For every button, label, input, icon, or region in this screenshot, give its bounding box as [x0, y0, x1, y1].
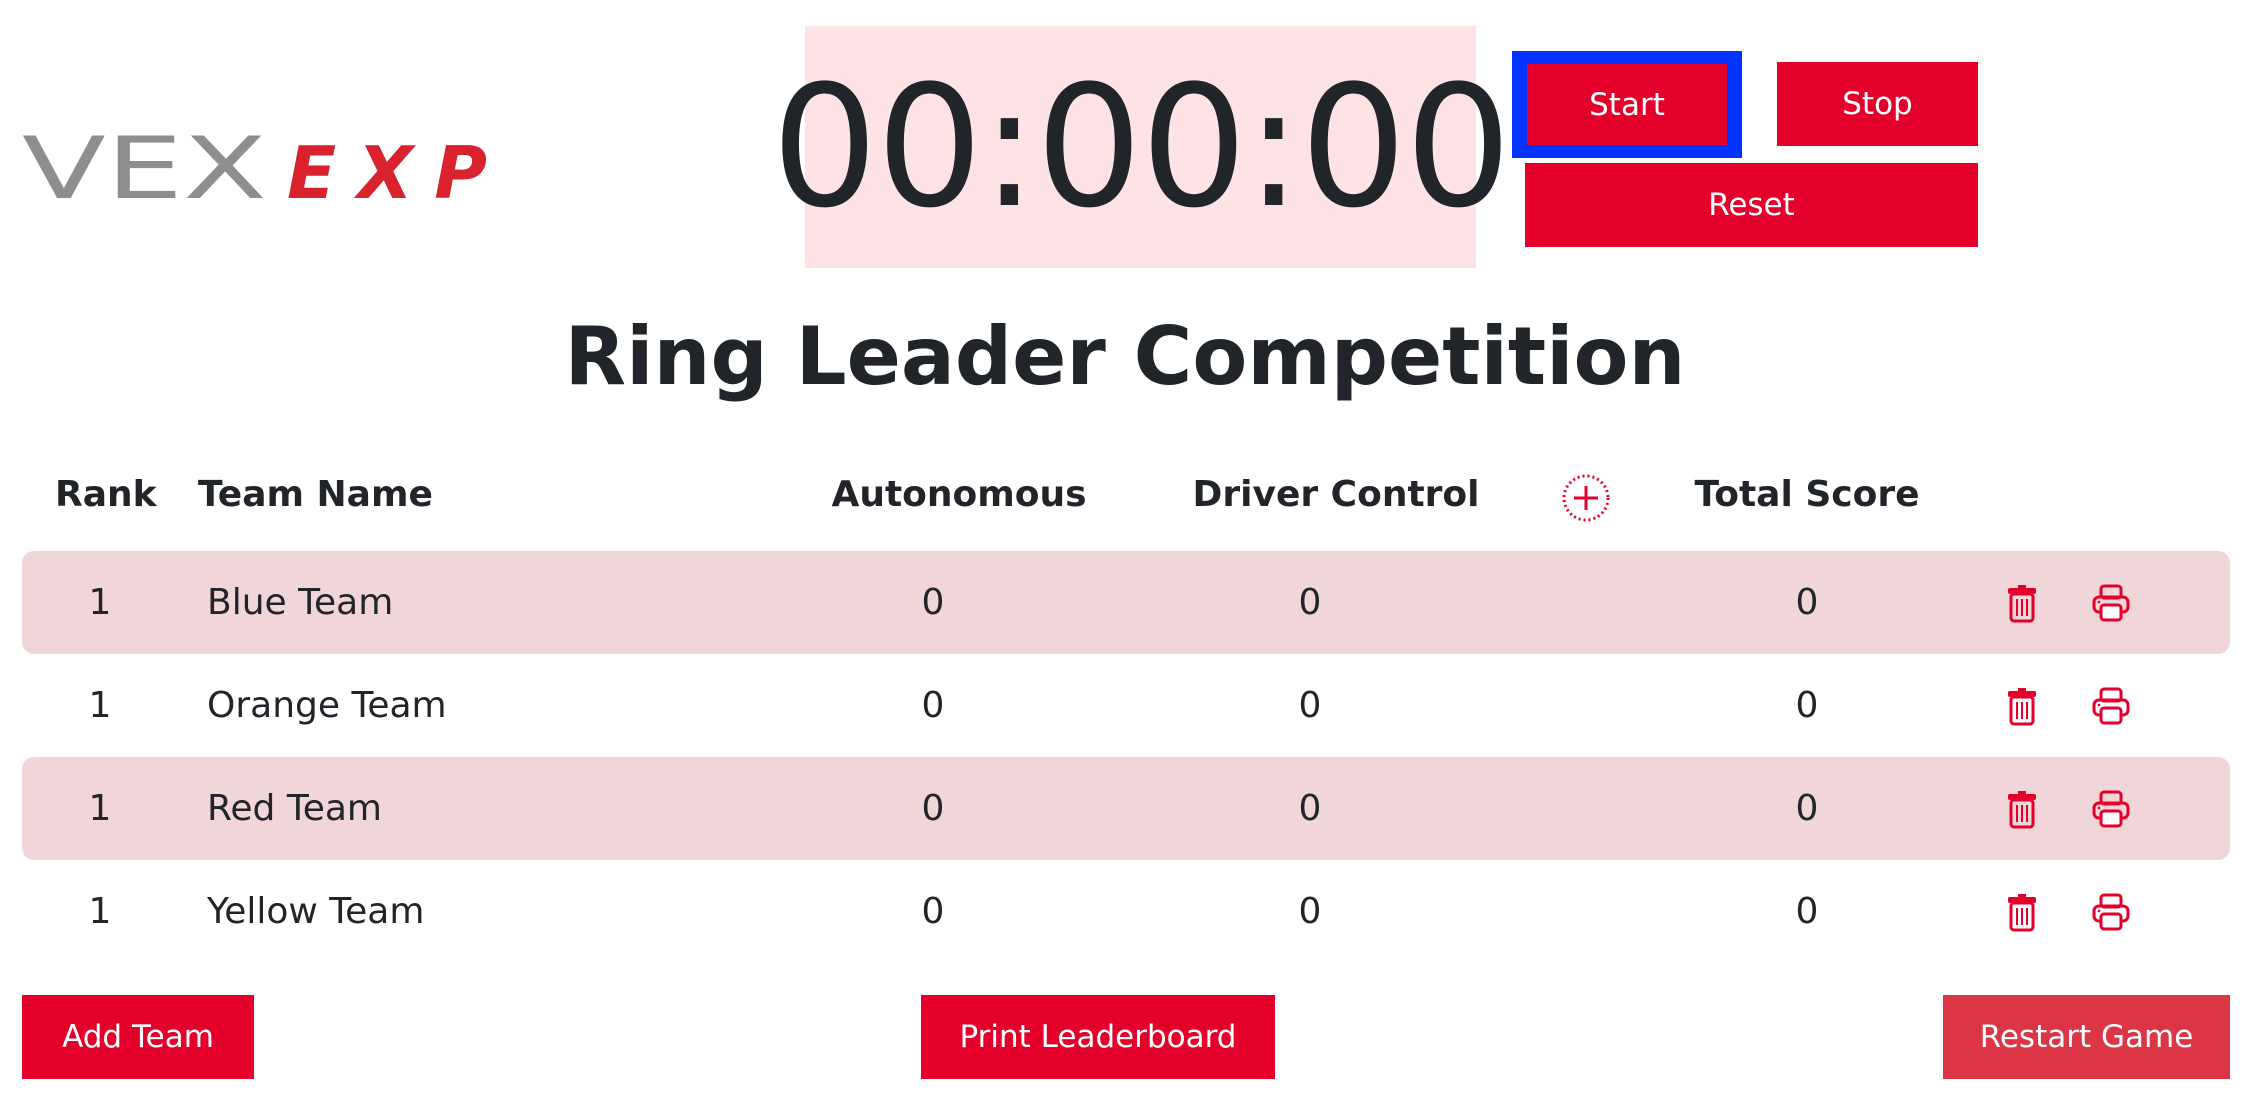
total-score-cell: 0: [1795, 685, 1819, 726]
trash-icon[interactable]: [2002, 583, 2042, 623]
autonomous-cell[interactable]: 0: [921, 685, 945, 726]
team-name-cell: Yellow Team: [207, 891, 425, 932]
timer-display: 00:00:00: [771, 26, 1512, 268]
vex-exp-logo: VEX EXP: [22, 110, 492, 219]
reset-button[interactable]: Reset: [1525, 163, 1978, 247]
restart-game-button[interactable]: Restart Game: [1943, 995, 2230, 1079]
team-name-cell: Blue Team: [207, 582, 394, 623]
driver-control-cell[interactable]: 0: [1298, 685, 1322, 726]
header-driver-control: Driver Control: [1192, 474, 1480, 515]
header-autonomous: Autonomous: [831, 474, 1087, 515]
add-team-button[interactable]: Add Team: [22, 995, 254, 1079]
driver-control-cell[interactable]: 0: [1298, 582, 1322, 623]
driver-control-cell[interactable]: 0: [1298, 788, 1322, 829]
printer-icon[interactable]: [2091, 686, 2131, 726]
rank-cell: 1: [88, 582, 112, 623]
header-team-name: Team Name: [198, 474, 433, 515]
printer-icon[interactable]: [2091, 789, 2131, 829]
printer-icon[interactable]: [2091, 892, 2131, 932]
logo-product-text: EXP: [287, 131, 487, 200]
table-row: 1 Yellow Team 0 0 0: [22, 860, 2230, 963]
total-score-cell: 0: [1795, 582, 1819, 623]
add-column-plus-icon[interactable]: [1561, 473, 1611, 523]
autonomous-cell[interactable]: 0: [921, 582, 945, 623]
driver-control-cell[interactable]: 0: [1298, 891, 1322, 932]
trash-icon[interactable]: [2002, 892, 2042, 932]
trash-icon[interactable]: [2002, 686, 2042, 726]
total-score-cell: 0: [1795, 788, 1819, 829]
header-rank: Rank: [55, 474, 157, 515]
autonomous-cell[interactable]: 0: [921, 891, 945, 932]
team-name-cell: Orange Team: [207, 685, 447, 726]
team-name-cell: Red Team: [207, 788, 382, 829]
total-score-cell: 0: [1795, 891, 1819, 932]
rank-cell: 1: [88, 788, 112, 829]
table-row: 1 Blue Team 0 0 0: [22, 551, 2230, 654]
printer-icon[interactable]: [2091, 583, 2131, 623]
table-row: 1 Orange Team 0 0 0: [22, 654, 2230, 757]
autonomous-cell[interactable]: 0: [921, 788, 945, 829]
logo-brand-text: VEX: [22, 119, 267, 200]
rank-cell: 1: [88, 685, 112, 726]
stop-button[interactable]: Stop: [1777, 62, 1978, 146]
trash-icon[interactable]: [2002, 789, 2042, 829]
rank-cell: 1: [88, 891, 112, 932]
start-button[interactable]: Start: [1527, 64, 1727, 145]
header-total-score: Total Score: [1694, 474, 1920, 515]
table-row: 1 Red Team 0 0 0: [22, 757, 2230, 860]
page-title: Ring Leader Competition: [564, 310, 1686, 403]
print-leaderboard-button[interactable]: Print Leaderboard: [921, 995, 1275, 1079]
